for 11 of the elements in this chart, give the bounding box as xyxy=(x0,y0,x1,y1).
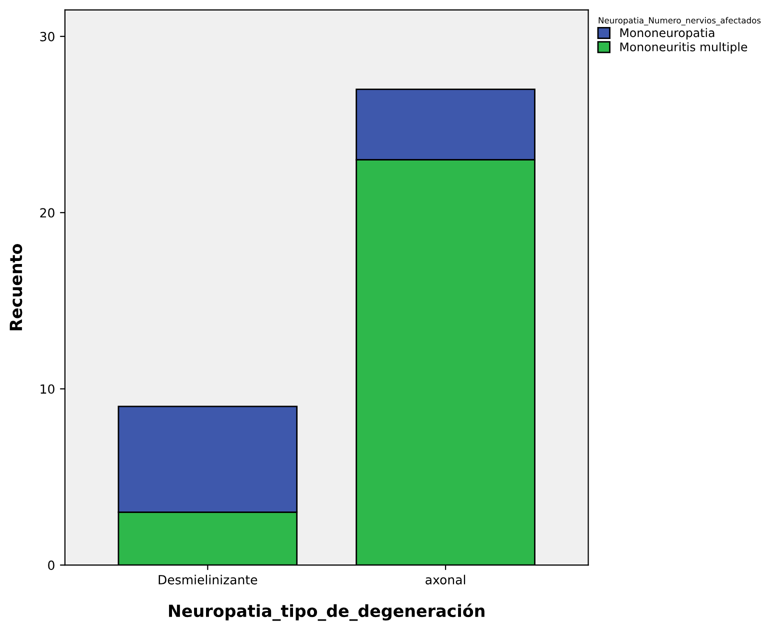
y-tick-label: 30 xyxy=(40,32,54,42)
legend-title: Neuropatia_Numero_nervios_afectados xyxy=(598,17,761,26)
legend-label: Mononeuritis multiple xyxy=(620,42,748,54)
y-tick-label: 20 xyxy=(40,208,54,218)
x-axis-title: Neuropatia_tipo_de_degeneración xyxy=(169,604,484,621)
legend-label: Mononeuropatia xyxy=(620,28,714,40)
y-axis-title: Recuento xyxy=(10,244,22,330)
y-tick-label: 0 xyxy=(48,560,54,570)
x-tick-label: Desmielinizante xyxy=(158,574,258,584)
y-tick-label: 10 xyxy=(40,384,54,394)
x-tick-label: axonal xyxy=(426,574,466,584)
